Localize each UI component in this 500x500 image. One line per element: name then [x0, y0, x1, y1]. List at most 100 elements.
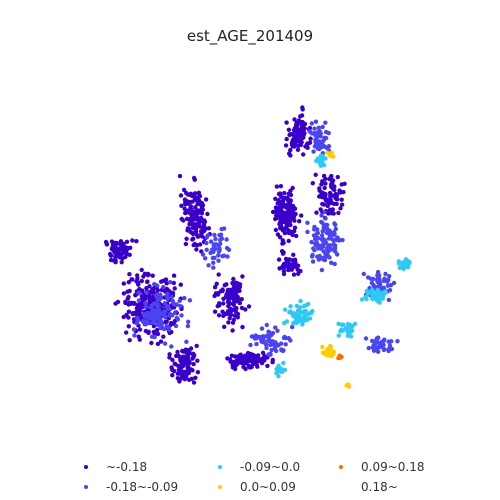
map-point: [157, 319, 162, 325]
map-point: [126, 294, 131, 300]
map-point: [322, 135, 327, 140]
map-point: [320, 220, 325, 225]
map-point: [316, 236, 321, 241]
map-point: [281, 202, 287, 207]
map-point: [183, 375, 189, 380]
map-point: [371, 348, 377, 353]
map-point: [185, 216, 190, 221]
map-point: [113, 254, 118, 259]
map-point: [387, 274, 392, 279]
map-point: [302, 313, 307, 318]
map-point: [167, 355, 172, 360]
map-point: [191, 175, 197, 181]
map-point: [143, 328, 148, 334]
map-point: [109, 239, 115, 244]
map-point: [280, 238, 285, 243]
map-point: [327, 243, 332, 248]
map-point: [190, 356, 195, 361]
map-point: [380, 296, 386, 301]
map-point: [309, 131, 315, 136]
map-point: [247, 365, 252, 370]
map-point: [268, 352, 273, 357]
map-point: [328, 197, 333, 202]
map-point: [307, 311, 312, 316]
map-point: [165, 291, 170, 297]
map-point: [149, 334, 155, 339]
legend-label: -0.18~-0.09: [106, 480, 179, 494]
map-point: [371, 343, 376, 348]
map-point: [176, 353, 181, 359]
map-point: [321, 202, 327, 207]
map-point: [273, 196, 278, 201]
map-point: [211, 260, 216, 265]
map-point: [335, 174, 340, 180]
map-point: [325, 203, 330, 209]
map-point: [213, 236, 218, 242]
map-point: [151, 324, 157, 329]
map-point: [175, 376, 180, 381]
map-point: [382, 289, 388, 294]
map-point: [208, 239, 214, 244]
map-point: [189, 212, 194, 218]
map-point: [121, 281, 127, 286]
map-point: [273, 227, 279, 233]
map-point: [264, 334, 269, 339]
map-point: [268, 342, 273, 348]
map-point: [303, 144, 308, 149]
map-point: [211, 265, 216, 270]
map-point: [172, 310, 178, 315]
map-point: [211, 242, 217, 247]
map-point: [299, 310, 304, 315]
map-point: [330, 207, 335, 212]
map-point: [139, 294, 145, 299]
map-point: [103, 239, 109, 245]
map-point: [306, 301, 311, 307]
map-point: [316, 246, 321, 251]
map-point: [365, 291, 370, 297]
map-point: [181, 363, 186, 368]
map-point: [282, 320, 287, 326]
map-point: [293, 211, 298, 217]
map-point: [204, 247, 209, 252]
map-point: [245, 352, 250, 358]
map-point: [206, 263, 211, 268]
map-point: [319, 213, 324, 218]
map-point: [292, 225, 298, 230]
map-point: [375, 299, 381, 304]
map-point: [395, 339, 400, 344]
map-point: [222, 324, 227, 329]
map-point: [281, 360, 286, 366]
map-point: [150, 290, 155, 295]
map-point: [186, 319, 191, 324]
map-point: [310, 181, 315, 186]
map-point: [224, 237, 229, 242]
map-point: [230, 280, 235, 286]
map-point: [139, 267, 144, 273]
map-point: [151, 307, 156, 312]
map-point: [278, 184, 284, 189]
map-point: [237, 360, 242, 365]
map-point: [225, 254, 230, 259]
map-point: [327, 255, 332, 260]
map-point: [187, 298, 193, 303]
map-point: [361, 271, 366, 277]
map-point: [131, 327, 137, 332]
map-point: [166, 327, 172, 332]
map-point: [226, 320, 231, 325]
map-point: [270, 360, 275, 365]
map-point: [283, 218, 289, 224]
map-point: [141, 274, 146, 279]
map-point: [186, 377, 192, 382]
map-point: [230, 328, 235, 333]
map-point: [326, 231, 331, 236]
map-point: [216, 313, 222, 318]
map-point: [203, 197, 209, 202]
map-point: [291, 204, 296, 209]
map-point: [337, 188, 342, 193]
legend-label: 0.18~: [361, 480, 398, 494]
map-point: [126, 280, 131, 285]
map-point: [124, 330, 129, 335]
map-point: [169, 365, 174, 370]
map-point: [227, 316, 232, 321]
map-point: [191, 361, 196, 367]
